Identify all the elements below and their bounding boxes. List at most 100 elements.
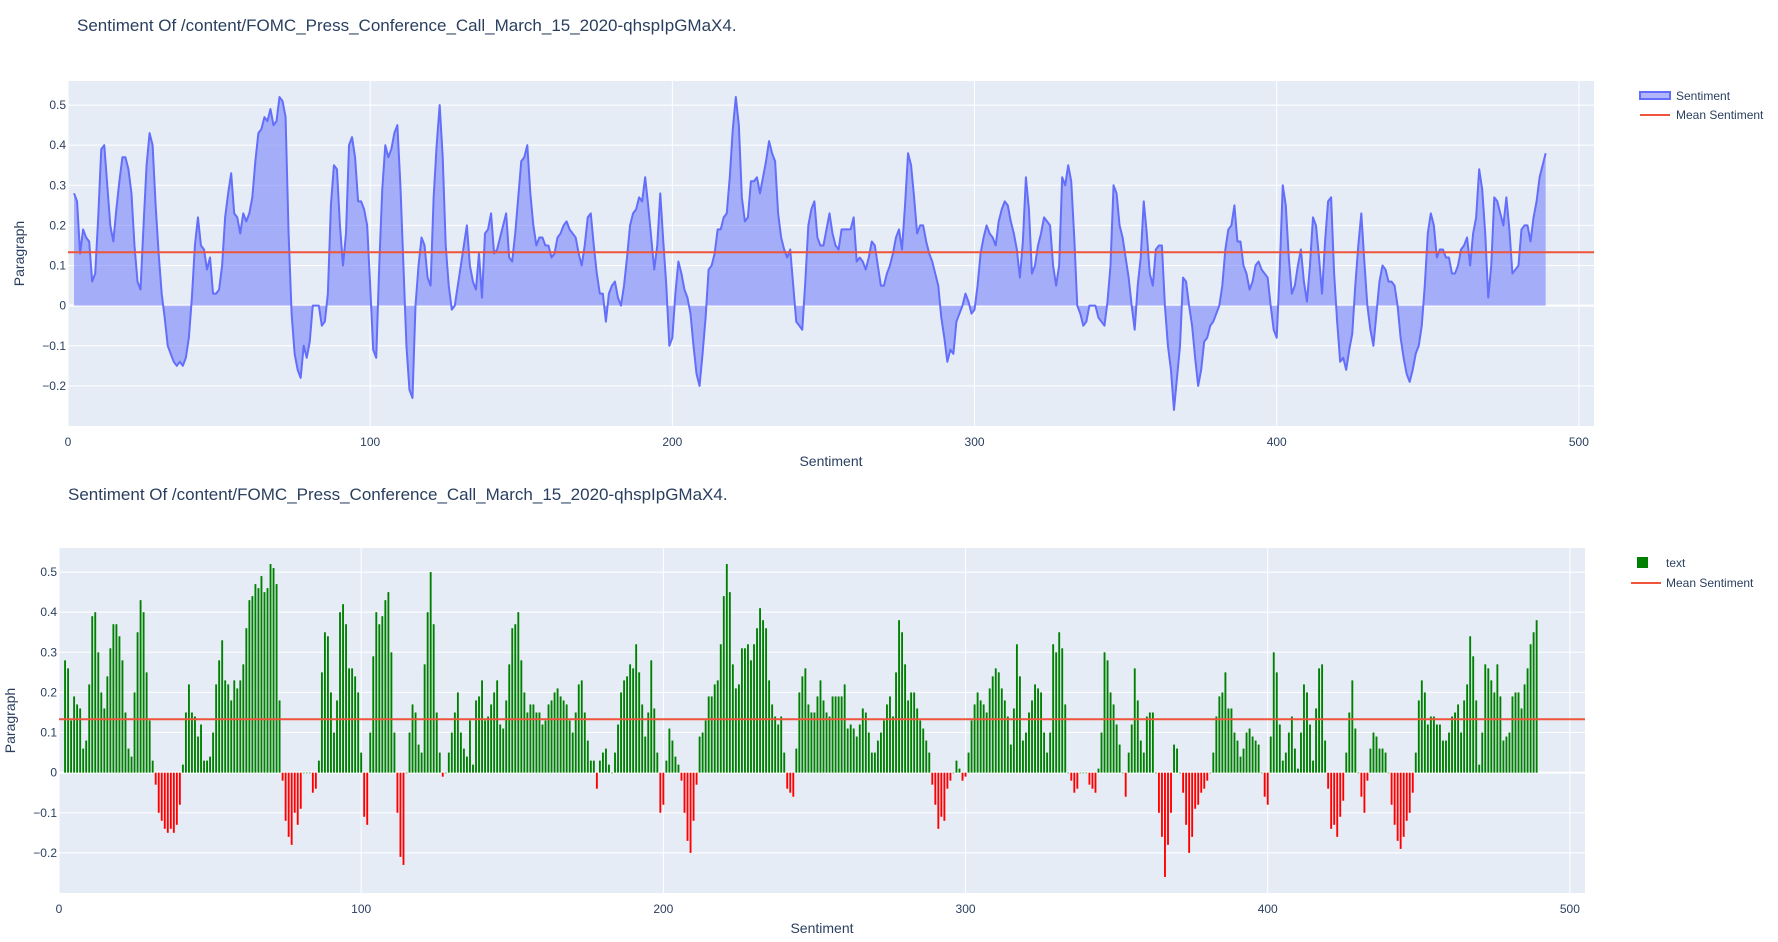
sentiment-bar [677, 764, 680, 773]
sentiment-bar [1460, 732, 1463, 773]
sentiment-bar [753, 644, 755, 773]
sentiment-bar [650, 660, 653, 773]
sentiment-bar [1173, 744, 1175, 773]
sentiment-bar [1091, 772, 1094, 789]
sentiment-bar [1206, 772, 1209, 781]
sentiment-bar [1378, 748, 1381, 773]
sentiment-bar [586, 740, 589, 773]
legend-item-mean-sentiment[interactable]: Mean Sentiment [1640, 108, 1764, 122]
sentiment-bar [1266, 772, 1269, 805]
sentiment-bar [1324, 740, 1327, 773]
sentiment-bar [127, 748, 130, 773]
sentiment-bar [76, 704, 79, 773]
sentiment-bar [1248, 728, 1251, 773]
sentiment-bar [112, 624, 115, 773]
sentiment-bar [1469, 636, 1472, 773]
sentiment-bar [813, 712, 816, 773]
sentiment-bar [547, 704, 550, 773]
sentiment-bar [1197, 772, 1200, 805]
sentiment-bar [459, 732, 462, 773]
sentiment-bar [1336, 772, 1339, 837]
sentiment-bar [674, 756, 677, 773]
sentiment-bar [233, 680, 236, 773]
sentiment-bar [1445, 740, 1447, 773]
sentiment-bar [737, 684, 740, 773]
sentiment-bar [910, 692, 913, 773]
sentiment-bar [1517, 692, 1520, 773]
sentiment-bar [1185, 772, 1188, 825]
sentiment-bar [1315, 708, 1317, 773]
sentiment-bar [1529, 644, 1532, 773]
sentiment-bar [215, 684, 218, 773]
sentiment-bar [484, 720, 486, 773]
legend-item-text[interactable]: text [1637, 556, 1686, 570]
sentiment-bar [1133, 668, 1136, 773]
sentiment-bar [689, 772, 692, 853]
sentiment-bar [1082, 772, 1085, 774]
sentiment-bar [641, 704, 644, 773]
sentiment-bar [719, 644, 722, 773]
sentiment-bar [88, 684, 91, 773]
sentiment-bar [1012, 708, 1015, 773]
x-tick-label: 500 [1569, 435, 1589, 449]
sentiment-bar [568, 720, 571, 773]
sentiment-bar [1384, 752, 1387, 773]
sentiment-bar [541, 724, 544, 773]
sentiment-bar [293, 772, 296, 813]
sentiment-bar [1043, 732, 1046, 773]
sentiment-bar [103, 708, 106, 773]
sentiment-bar [734, 688, 737, 773]
x-tick-label: 400 [1258, 902, 1278, 916]
sentiment-bar [831, 696, 834, 773]
sentiment-bar [330, 692, 332, 773]
sentiment-bar [420, 752, 423, 773]
sentiment-bar [931, 772, 934, 785]
sentiment-bar [1405, 772, 1408, 821]
sentiment-bar [1118, 744, 1121, 773]
sentiment-bar [175, 772, 178, 825]
sentiment-bar [263, 592, 266, 773]
legend-item-mean-sentiment-bar[interactable]: Mean Sentiment [1631, 576, 1754, 590]
sentiment-bar [166, 772, 169, 833]
sentiment-bar [964, 772, 967, 777]
sentiment-bar [1094, 772, 1097, 793]
sentiment-bar [1151, 712, 1154, 773]
sentiment-bar [1022, 740, 1024, 773]
sentiment-bar [1052, 644, 1055, 773]
sentiment-bar [598, 760, 601, 773]
sentiment-bar [1357, 772, 1360, 774]
sentiment-bar [305, 772, 308, 774]
sentiment-bar [517, 612, 520, 773]
sentiment-bar [323, 632, 326, 773]
sentiment-bar [393, 732, 396, 773]
sentiment-bar [1402, 772, 1405, 837]
sentiment-bar [475, 700, 477, 773]
x-tick-label: 200 [653, 902, 673, 916]
sentiment-bar [490, 704, 493, 773]
sentiment-bar [626, 676, 629, 773]
sentiment-bar [601, 752, 604, 773]
sentiment-bar [867, 732, 870, 773]
sentiment-bar [172, 772, 175, 833]
x-tick-label: 0 [56, 902, 63, 916]
sentiment-bar [414, 712, 417, 773]
sentiment-bar [320, 672, 323, 773]
sentiment-bar [1085, 772, 1088, 774]
sentiment-bar [466, 756, 468, 773]
sentiment-bar [1142, 752, 1145, 773]
sentiment-bar [1018, 676, 1021, 773]
sentiment-bar [1396, 772, 1399, 841]
legend-item-sentiment[interactable]: Sentiment [1639, 89, 1731, 103]
sentiment-bar [1046, 752, 1049, 773]
sentiment-bar [1442, 740, 1444, 773]
sentiment-bar [1028, 712, 1030, 773]
sentiment-bar [638, 672, 641, 773]
sentiment-bar [438, 752, 441, 773]
sentiment-bar [810, 712, 813, 773]
sentiment-bar [852, 728, 855, 773]
sentiment-bar [780, 716, 783, 773]
x-tick-label: 200 [662, 435, 682, 449]
sentiment-bar [221, 640, 224, 773]
sentiment-bar [1535, 620, 1538, 773]
sentiment-bar [592, 760, 595, 773]
